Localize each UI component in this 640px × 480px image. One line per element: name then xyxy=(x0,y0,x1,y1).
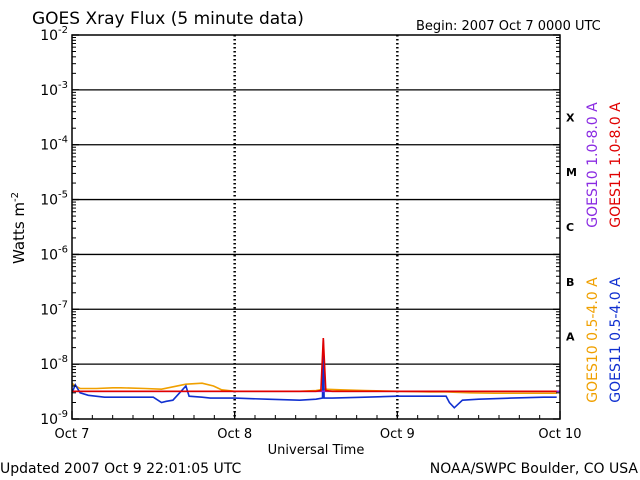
y-tick-label: 10-9 xyxy=(40,409,68,428)
plot-series xyxy=(71,337,560,409)
series-line xyxy=(71,339,557,409)
x-tick-label: Oct 7 xyxy=(55,427,90,442)
flare-class-labels: X M C B A xyxy=(566,111,577,343)
y-tick-label: 10-4 xyxy=(40,135,68,154)
updated-timestamp: Updated 2007 Oct 9 22:01:05 UTC xyxy=(0,461,241,477)
y-axis-label-text: Watts m xyxy=(10,202,28,264)
flare-class-label: B xyxy=(566,276,574,289)
legend: GOES10 1.0-8.0 A GOES11 1.0-8.0 A GOES10 0… xyxy=(585,102,624,403)
chart-title: GOES Xray Flux (5 minute data) xyxy=(32,9,304,29)
y-tick-exponent: -6 xyxy=(58,244,68,255)
y-tick-label: 10-7 xyxy=(40,299,68,318)
x-axis-label: Universal Time xyxy=(268,443,365,458)
y-tick-base: 10 xyxy=(40,247,58,263)
plot-grid xyxy=(72,35,560,419)
y-tick-exponent: -4 xyxy=(58,135,68,146)
legend-entry: GOES11 1.0-8.0 A xyxy=(608,102,624,228)
series-line xyxy=(72,337,557,393)
flare-class-label: C xyxy=(566,221,574,234)
flare-class-label: X xyxy=(566,111,575,124)
y-axis-label-exponent: -2 xyxy=(10,192,21,202)
flare-class-label: A xyxy=(566,331,575,344)
x-tick-label: Oct 8 xyxy=(217,427,252,442)
y-tick-base: 10 xyxy=(40,357,58,373)
y-tick-exponent: -3 xyxy=(58,80,68,91)
legend-entry: GOES10 0.5-4.0 A xyxy=(585,277,601,403)
y-tick-base: 10 xyxy=(40,83,58,99)
legend-entry: GOES11 0.5-4.0 A xyxy=(608,277,624,403)
data-source: NOAA/SWPC Boulder, CO USA xyxy=(430,461,639,477)
y-tick-base: 10 xyxy=(40,28,58,44)
y-tick-label: 10-2 xyxy=(40,25,68,44)
x-tick-label: Oct 10 xyxy=(538,427,581,442)
y-tick-exponent: -7 xyxy=(58,299,68,310)
y-tick-exponent: -9 xyxy=(58,409,68,420)
plot-frame xyxy=(71,34,561,420)
y-tick-label: 10-5 xyxy=(40,190,68,209)
x-axis-ticks: Oct 7 Oct 8 Oct 9 Oct 10 xyxy=(55,411,582,442)
begin-time: Begin: 2007 Oct 7 0000 UTC xyxy=(416,19,601,34)
y-tick-exponent: -8 xyxy=(58,354,68,365)
y-axis-label: Watts m-2 xyxy=(10,192,28,264)
y-tick-label: 10-6 xyxy=(40,244,68,263)
y-axis-ticks: 10-210-310-410-510-610-710-810-9 xyxy=(40,25,560,428)
flare-class-label: M xyxy=(566,166,577,179)
y-tick-base: 10 xyxy=(40,302,58,318)
legend-entry: GOES10 1.0-8.0 A xyxy=(585,102,601,228)
y-tick-base: 10 xyxy=(40,412,58,428)
x-tick-label: Oct 9 xyxy=(380,427,415,442)
y-tick-label: 10-8 xyxy=(40,354,68,373)
y-tick-base: 10 xyxy=(40,193,58,209)
y-tick-exponent: -2 xyxy=(58,25,68,36)
y-tick-label: 10-3 xyxy=(40,80,68,99)
y-tick-base: 10 xyxy=(40,138,58,154)
y-tick-exponent: -5 xyxy=(58,190,68,201)
